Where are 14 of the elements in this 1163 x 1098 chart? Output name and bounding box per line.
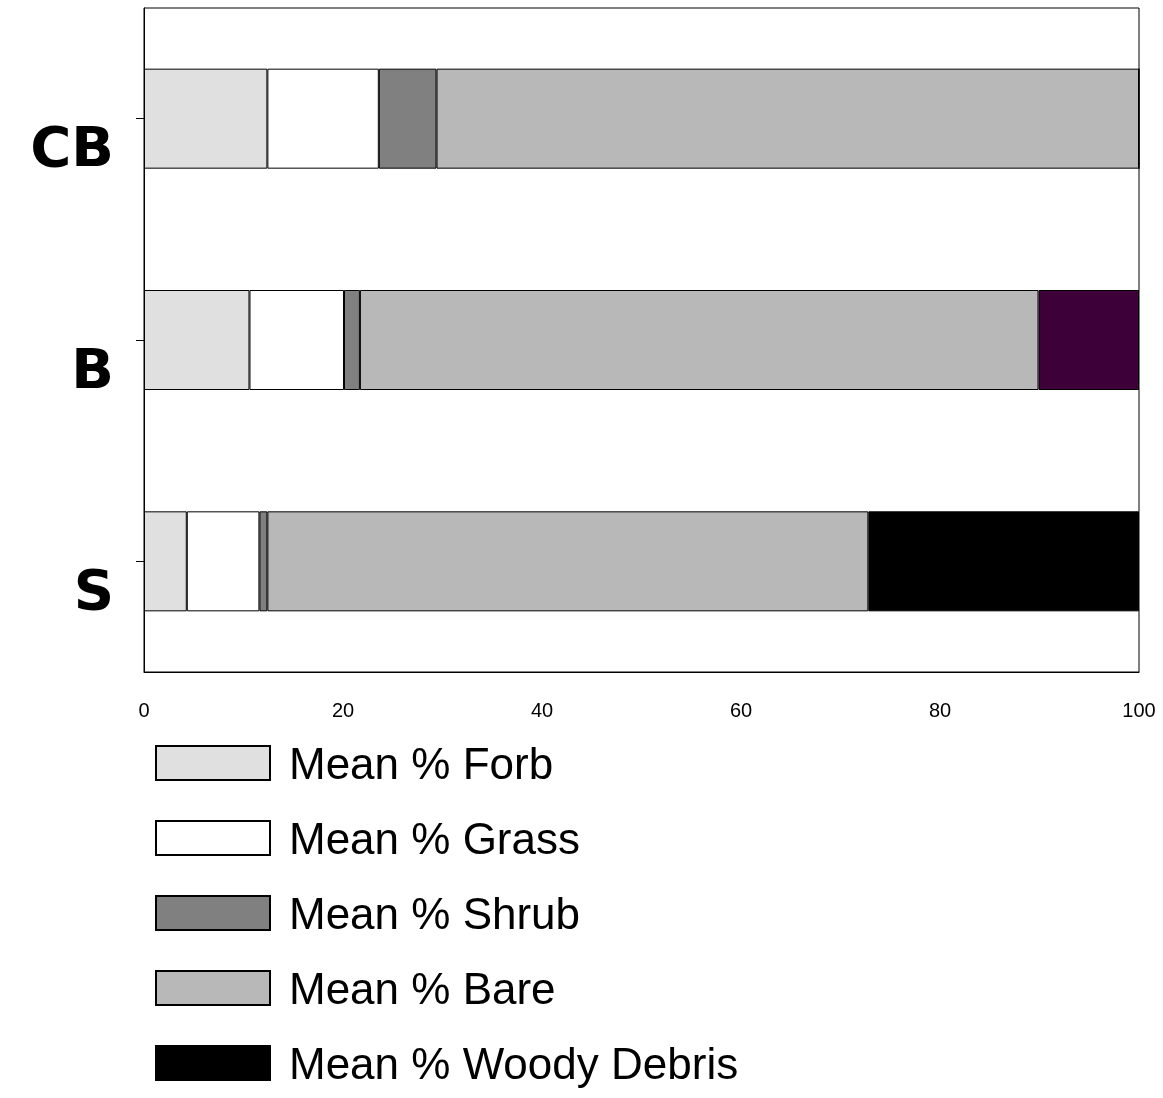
x-tick-label: 40 (530, 699, 554, 721)
legend-label: Mean % Forb (289, 738, 554, 788)
x-tick-label: 0 (138, 699, 150, 721)
x-tick-label: 20 (331, 699, 355, 721)
legend-label: Mean % Bare (289, 963, 556, 1013)
y-tick-label: S (73, 556, 114, 622)
x-tick-label: 100 (1122, 699, 1156, 721)
y-tick-label: CB (30, 114, 114, 180)
legend-label: Mean % Shrub (289, 888, 581, 938)
legend-label: Mean % Woody Debris (289, 1038, 739, 1088)
legend-label: Mean % Grass (289, 813, 580, 863)
x-tick-label: 80 (928, 699, 952, 721)
y-tick-label: B (71, 335, 114, 401)
x-tick-label: 60 (729, 699, 753, 721)
